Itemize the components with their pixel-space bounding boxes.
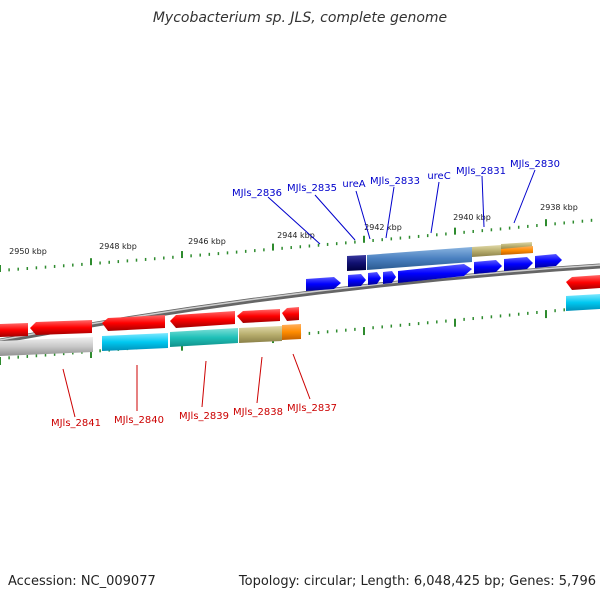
gene-label-forward[interactable]: MJls_2831: [456, 166, 506, 177]
scale-label: 2946 kbp: [188, 237, 226, 246]
upper-scale-ticks: [0, 218, 593, 272]
scale-label: 2944 kbp: [277, 231, 315, 240]
gene-label-reverse[interactable]: MJls_2840: [114, 415, 164, 426]
reverse-cog-row: [0, 294, 600, 356]
scale-label: 2940 kbp: [453, 213, 491, 222]
scale-label: 2950 kbp: [9, 247, 47, 256]
reverse-gene-arrow: [0, 323, 28, 337]
forward-gene-arrow: [504, 257, 533, 271]
forward-cog-row: [347, 242, 533, 271]
forward-gene-arrow: [306, 277, 341, 291]
gene-label-reverse[interactable]: MJls_2839: [179, 411, 229, 422]
scale-label: 2942 kbp: [364, 223, 402, 232]
gene-label-forward[interactable]: MJls_2830: [510, 159, 560, 170]
forward-gene-arrow: [348, 274, 366, 287]
forward-gene-labels: MJls_2836 MJls_2835 ureA MJls_2833 ureC …: [232, 159, 560, 245]
gene-label-reverse[interactable]: MJls_2838: [233, 407, 283, 418]
gene-label-reverse[interactable]: MJls_2837: [287, 403, 337, 414]
gene-block-khaki-upper: [472, 245, 501, 257]
gene-label-forward[interactable]: ureC: [427, 171, 450, 182]
forward-gene-arrows: [306, 254, 562, 291]
forward-gene-arrow: [474, 260, 502, 274]
reverse-gene-labels: MJls_2841 MJls_2840 MJls_2839 MJls_2838 …: [51, 353, 337, 429]
upper-scale-labels: 2950 kbp 2948 kbp 2946 kbp 2944 kbp 2942…: [9, 203, 578, 256]
reverse-gene-arrow: [102, 315, 165, 331]
forward-gene-arrow: [383, 271, 396, 284]
reverse-gene-arrow: [30, 320, 92, 335]
accession-text: Accession: NC_009077: [8, 574, 156, 589]
gene-block-grey: [0, 337, 93, 356]
gene-block-khaki: [239, 326, 282, 343]
reverse-gene-arrows: [0, 275, 600, 337]
forward-gene-arrow: [368, 272, 381, 285]
forward-gene-arrow: [398, 264, 472, 283]
genome-title: Mycobacterium sp. JLS, complete genome: [152, 10, 448, 26]
gene-label-forward[interactable]: MJls_2833: [370, 176, 420, 187]
gene-block-cyan: [102, 333, 168, 351]
reverse-gene-arrow: [282, 307, 299, 321]
gene-block-teal: [170, 328, 238, 347]
gene-label-forward[interactable]: MJls_2836: [232, 188, 282, 199]
gene-block-orange: [282, 324, 301, 340]
genome-summary-text: Topology: circular; Length: 6,048,425 bp…: [238, 574, 596, 589]
reverse-gene-arrow: [170, 311, 235, 328]
gene-label-reverse[interactable]: MJls_2841: [51, 418, 101, 429]
scale-label: 2938 kbp: [540, 203, 578, 212]
gene-block-cyan-right: [566, 294, 600, 311]
scale-label: 2948 kbp: [99, 242, 137, 251]
forward-gene-arrow: [535, 254, 562, 268]
gene-block-orange-right: [501, 246, 533, 255]
reverse-gene-arrow: [237, 309, 280, 323]
reverse-gene-arrow: [566, 275, 600, 290]
gene-label-forward[interactable]: ureA: [342, 179, 365, 190]
gene-block-steel: [367, 247, 472, 270]
gene-label-forward[interactable]: MJls_2835: [287, 183, 337, 194]
gene-block-navy: [347, 255, 366, 271]
